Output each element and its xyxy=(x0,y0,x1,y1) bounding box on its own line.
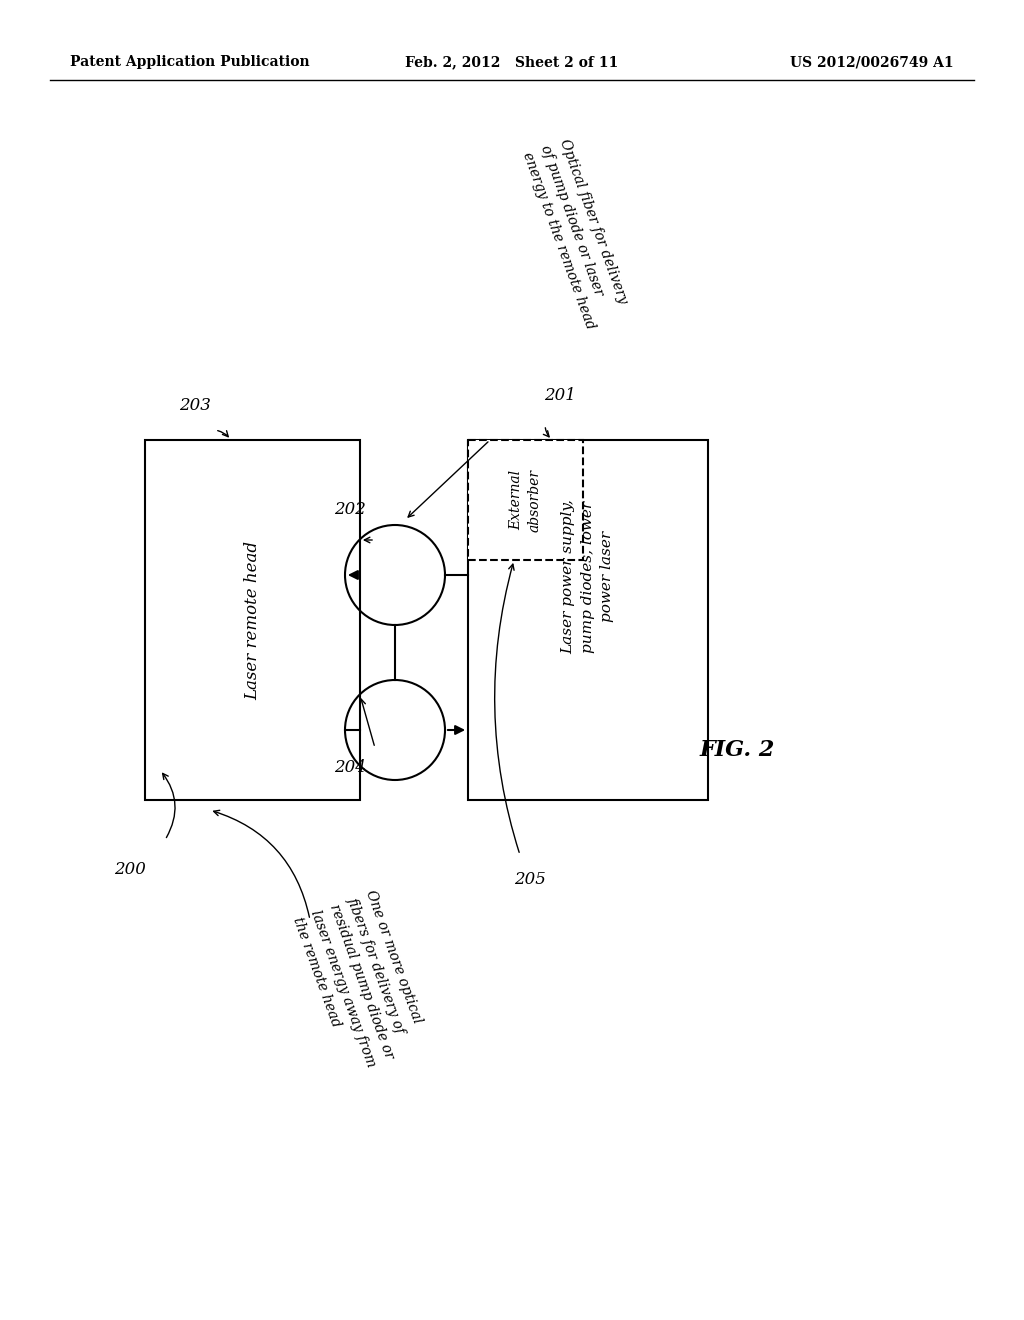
Text: 205: 205 xyxy=(514,871,546,888)
Bar xyxy=(468,440,708,800)
Text: 203: 203 xyxy=(179,396,211,413)
Bar xyxy=(468,440,583,560)
Text: External
absorber: External absorber xyxy=(509,469,542,532)
Text: Laser remote head: Laser remote head xyxy=(244,540,261,700)
Text: Feb. 2, 2012   Sheet 2 of 11: Feb. 2, 2012 Sheet 2 of 11 xyxy=(406,55,618,69)
Text: FIG. 2: FIG. 2 xyxy=(699,739,775,762)
Text: Optical fiber for delivery
of pump diode or laser
energy to the remote head: Optical fiber for delivery of pump diode… xyxy=(520,137,634,331)
Text: Laser power supply,
pump diodes, lower
power laser: Laser power supply, pump diodes, lower p… xyxy=(561,499,614,655)
Text: US 2012/0026749 A1: US 2012/0026749 A1 xyxy=(791,55,954,69)
Text: 200: 200 xyxy=(114,862,146,879)
Text: 201: 201 xyxy=(544,387,575,404)
Bar xyxy=(145,440,360,800)
Text: Patent Application Publication: Patent Application Publication xyxy=(70,55,309,69)
Text: 202: 202 xyxy=(334,502,366,519)
Text: One or more optical
fibers for delivery of
residual pump diode or
laser energy a: One or more optical fibers for delivery … xyxy=(290,888,433,1076)
Text: 204: 204 xyxy=(334,759,366,776)
